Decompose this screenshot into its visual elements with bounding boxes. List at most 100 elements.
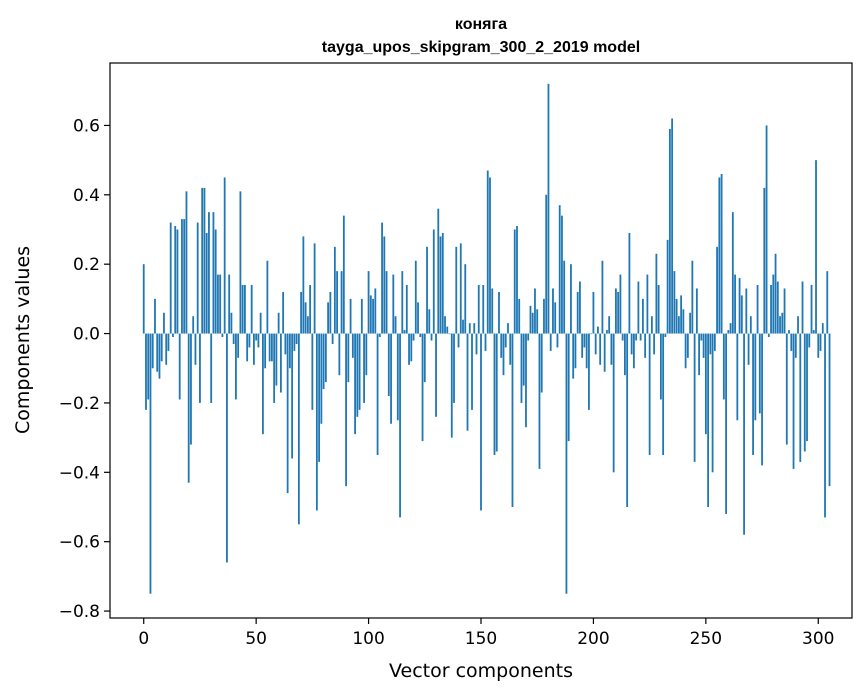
bar-7 xyxy=(158,333,161,379)
bar-87 xyxy=(338,333,341,376)
bar-146 xyxy=(471,333,473,410)
bar-109 xyxy=(387,333,390,396)
bar-1 xyxy=(145,333,147,410)
bar-92 xyxy=(349,298,352,334)
bar-58 xyxy=(273,333,276,403)
bar-245 xyxy=(693,333,696,462)
bar-193 xyxy=(576,291,579,334)
y-tick-label: −0.4 xyxy=(59,463,100,483)
bar-285 xyxy=(783,288,786,334)
bar-137 xyxy=(450,333,453,438)
bar-188 xyxy=(565,333,568,594)
bar-175 xyxy=(536,309,539,334)
bar-238 xyxy=(677,316,680,334)
bar-48 xyxy=(250,285,253,334)
bar-289 xyxy=(792,333,795,469)
bar-139 xyxy=(455,246,458,334)
bar-160 xyxy=(502,333,505,376)
bar-89 xyxy=(342,215,345,334)
bar-293 xyxy=(801,281,804,334)
bar-204 xyxy=(601,260,604,334)
y-axis-label: Components values xyxy=(12,246,34,434)
bar-130 xyxy=(435,333,437,417)
x-tick-label: 250 xyxy=(690,629,722,649)
bar-181 xyxy=(549,333,552,351)
bar-3 xyxy=(149,333,152,594)
bar-205 xyxy=(603,333,606,372)
bar-291 xyxy=(797,316,799,334)
bar-151 xyxy=(482,285,485,334)
bar-174 xyxy=(534,288,536,334)
bar-142 xyxy=(462,319,464,334)
bar-274 xyxy=(758,333,761,414)
bar-56 xyxy=(268,333,271,362)
bar-127 xyxy=(428,309,431,334)
bar-214 xyxy=(624,333,626,376)
bar-60 xyxy=(277,312,280,334)
bar-69 xyxy=(297,333,300,525)
bar-62 xyxy=(282,291,285,334)
bar-157 xyxy=(495,333,498,452)
bar-21 xyxy=(190,333,192,445)
chart-title-line1: коняга xyxy=(455,16,507,33)
bar-299 xyxy=(815,160,817,334)
bar-75 xyxy=(311,333,314,410)
bar-83 xyxy=(329,291,332,334)
bar-114 xyxy=(399,333,401,518)
bar-27 xyxy=(203,187,206,334)
bar-31 xyxy=(212,212,215,334)
x-tick-label: 0 xyxy=(138,629,149,649)
bar-9 xyxy=(163,312,165,334)
bar-52 xyxy=(259,312,262,334)
bar-13 xyxy=(172,333,174,338)
bar-128 xyxy=(430,333,433,341)
bar-272 xyxy=(754,333,757,421)
bar-162 xyxy=(507,323,509,334)
bar-70 xyxy=(300,291,303,334)
bar-247 xyxy=(698,333,700,376)
chart-title-line2: tayga_upos_skipgram_300_2_2019 model xyxy=(322,39,640,56)
bar-149 xyxy=(477,285,480,334)
bar-118 xyxy=(408,333,410,365)
bar-95 xyxy=(356,333,359,417)
bar-288 xyxy=(790,333,793,351)
plot-area-frame xyxy=(109,62,853,619)
y-tick-label: 0.4 xyxy=(73,186,100,206)
bar-216 xyxy=(628,232,631,334)
bar-248 xyxy=(700,333,703,341)
bar-209 xyxy=(612,333,615,473)
bar-82 xyxy=(327,302,329,334)
bar-236 xyxy=(673,271,676,334)
bar-35 xyxy=(221,333,224,338)
bar-98 xyxy=(363,333,365,403)
bar-296 xyxy=(808,333,811,348)
bar-182 xyxy=(552,288,554,334)
y-tick-label: 0.0 xyxy=(73,325,100,345)
bar-265 xyxy=(738,278,741,334)
x-tick-label: 50 xyxy=(245,629,267,649)
bar-192 xyxy=(574,333,577,369)
x-tick-label: 200 xyxy=(577,629,609,649)
bar-301 xyxy=(819,333,822,351)
bar-211 xyxy=(617,291,620,334)
bar-234 xyxy=(668,128,671,334)
bar-71 xyxy=(302,236,305,334)
bar-178 xyxy=(543,298,545,334)
bar-282 xyxy=(776,281,779,334)
x-tick-label: 100 xyxy=(352,629,384,649)
bar-94 xyxy=(354,333,356,435)
bar-0 xyxy=(142,264,145,334)
bar-271 xyxy=(752,333,754,455)
bar-287 xyxy=(788,330,790,334)
bar-254 xyxy=(713,333,716,351)
bar-10 xyxy=(165,333,168,365)
bar-240 xyxy=(682,309,685,334)
bar-133 xyxy=(441,232,444,334)
bar-45 xyxy=(244,285,246,334)
bar-171 xyxy=(527,333,530,341)
bar-99 xyxy=(365,333,368,376)
bar-24 xyxy=(196,222,199,334)
bar-277 xyxy=(765,125,768,334)
bar-18 xyxy=(183,219,186,334)
